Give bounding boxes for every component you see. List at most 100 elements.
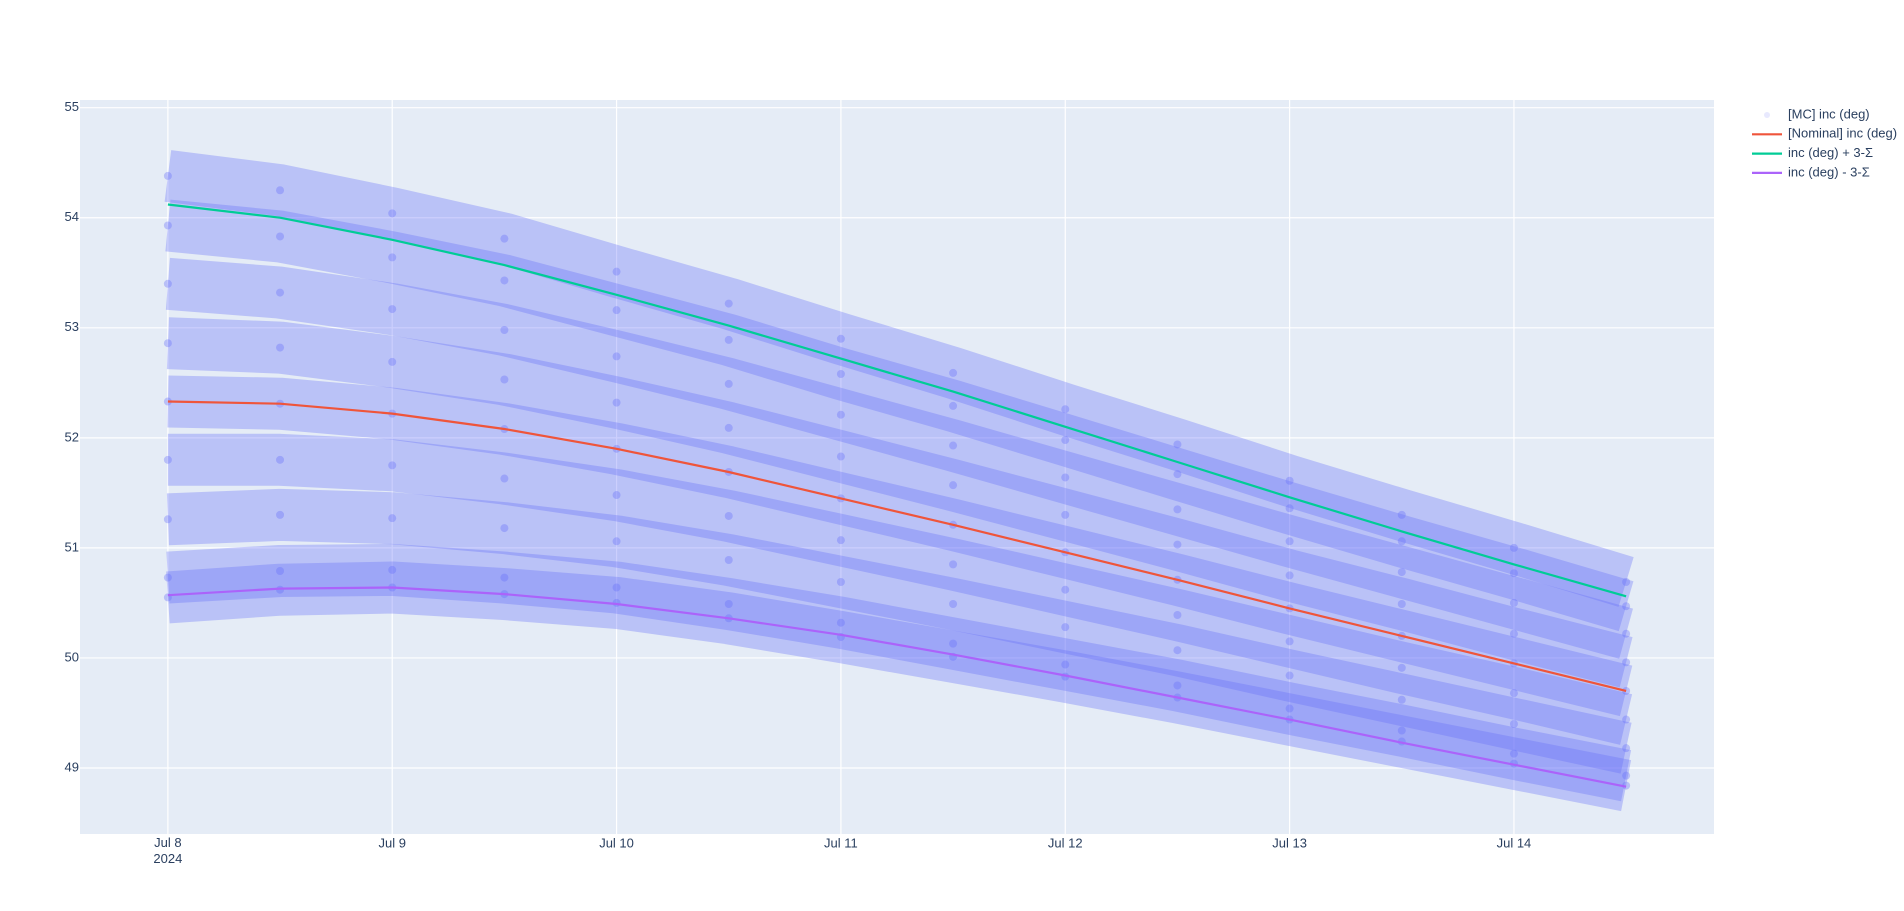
mc-point (1061, 623, 1070, 632)
mc-point (1397, 726, 1406, 735)
mc-point (276, 566, 285, 575)
mc-point (836, 410, 845, 419)
mc-point (724, 511, 733, 520)
x-tick-label: Jul 9 (378, 835, 405, 850)
legend-label: [MC] inc (deg) (1788, 106, 1870, 121)
mc-point (612, 398, 621, 407)
mc-point (276, 343, 285, 352)
mc-point (724, 423, 733, 432)
mc-point (1061, 473, 1070, 482)
mc-point (1397, 600, 1406, 609)
mc-point (1285, 571, 1294, 580)
mc-point (388, 253, 397, 262)
y-tick-label: 50 (65, 649, 79, 664)
mc-point (388, 461, 397, 470)
x-tick-label: Jul 13 (1272, 835, 1307, 850)
mc-point (1061, 585, 1070, 594)
series-line (167, 400, 1627, 692)
mc-point (949, 639, 958, 648)
mc-point (1622, 658, 1631, 667)
mc-band (167, 433, 1633, 745)
mc-point (724, 600, 733, 609)
mc-point (1509, 689, 1518, 698)
mc-point (500, 325, 509, 334)
mc-point (1173, 440, 1182, 449)
mc-point (836, 618, 845, 627)
mc-point (163, 515, 172, 524)
x-tick-label: Jul 12 (1048, 835, 1083, 850)
mc-point (836, 577, 845, 586)
y-tick-label: 55 (65, 99, 79, 114)
mc-point (836, 370, 845, 379)
mc-point (163, 573, 172, 582)
legend-label: inc (deg) + 3-Σ (1788, 145, 1873, 160)
x-tick-label: Jul 14 (1497, 835, 1532, 850)
mc-point (388, 357, 397, 366)
mc-point (1173, 646, 1182, 655)
mc-point (500, 234, 509, 243)
mc-point (1173, 611, 1182, 620)
mc-point (1173, 681, 1182, 690)
series-line (167, 203, 1627, 598)
mc-point (724, 379, 733, 388)
y-tick-label: 54 (65, 209, 79, 224)
x-tick-label: Jul 8 2024 (153, 835, 182, 866)
mc-point (1622, 602, 1631, 611)
mc-point (612, 267, 621, 276)
mc-point (500, 375, 509, 384)
mc-point (276, 288, 285, 297)
mc-point (1061, 510, 1070, 519)
mc-point (163, 339, 172, 348)
mc-point (500, 474, 509, 483)
mc-point (276, 455, 285, 464)
mc-point (949, 401, 958, 410)
mc-point (500, 276, 509, 285)
mc-band (166, 543, 1632, 802)
mc-point (1285, 537, 1294, 546)
mc-point (1173, 540, 1182, 549)
mc-point (1397, 663, 1406, 672)
mc-point (1285, 671, 1294, 680)
y-tick-label: 52 (65, 429, 79, 444)
plot-background (80, 100, 1714, 834)
mc-point (1173, 470, 1182, 479)
mc-band (164, 150, 1634, 607)
mc-point (276, 232, 285, 241)
mc-point (1622, 771, 1631, 780)
y-tick-label: 49 (65, 759, 79, 774)
mc-point (949, 441, 958, 450)
mc-point (949, 600, 958, 609)
mc-point (1622, 629, 1631, 638)
mc-point (276, 510, 285, 519)
mc-point (612, 491, 621, 500)
mc-point (1509, 543, 1518, 552)
mc-point (612, 352, 621, 361)
mc-point (388, 565, 397, 574)
mc-band (165, 199, 1634, 632)
mc-point (1509, 719, 1518, 728)
mc-point (836, 334, 845, 343)
x-tick-label: Jul 10 (599, 835, 634, 850)
mc-point (1285, 476, 1294, 485)
mc-point (724, 299, 733, 308)
mc-point (1509, 569, 1518, 578)
mc-point (388, 209, 397, 218)
mc-point (1397, 695, 1406, 704)
mc-band (166, 488, 1632, 774)
mc-point (1509, 629, 1518, 638)
mc-point (276, 186, 285, 195)
mc-band (165, 257, 1633, 659)
mc-point (388, 305, 397, 314)
mc-point (1622, 744, 1631, 753)
mc-point (1397, 537, 1406, 546)
mc-band (166, 317, 1633, 688)
mc-point (163, 171, 172, 180)
mc-point (1061, 405, 1070, 414)
mc-point (388, 514, 397, 523)
mc-point (1622, 715, 1631, 724)
x-tick-label: Jul 11 (824, 835, 858, 850)
mc-point (1509, 598, 1518, 607)
mc-point (949, 560, 958, 569)
y-tick-label: 53 (65, 319, 79, 334)
